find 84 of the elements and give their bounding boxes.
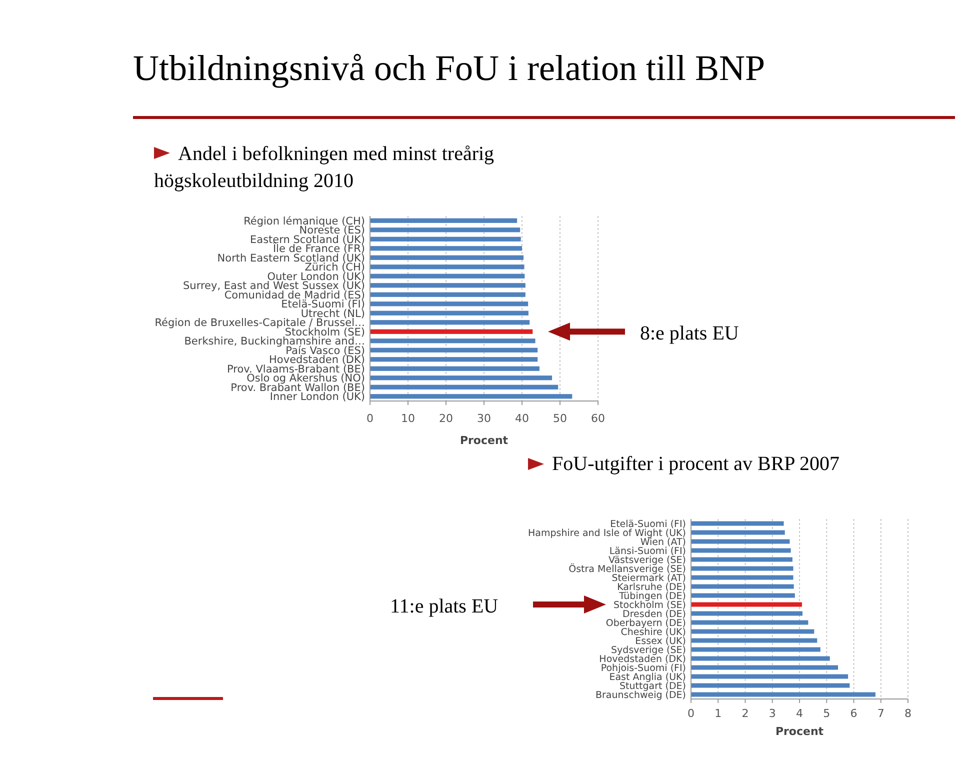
x-tick-label: 7 [877, 707, 884, 720]
bar [691, 557, 792, 562]
bar [370, 218, 518, 223]
y-tick-label: Karlsruhe (DE) [617, 582, 686, 593]
bar [691, 683, 850, 688]
x-tick-label: 6 [850, 707, 858, 720]
bar [691, 548, 791, 553]
bar [370, 366, 540, 371]
bar [370, 394, 572, 399]
bar [370, 255, 524, 260]
bar [370, 310, 528, 316]
bar [691, 620, 808, 625]
bar [370, 348, 538, 352]
y-tick-label: Hampshire and Isle of Wight (UK) [528, 528, 686, 539]
x-tick-label: 3 [768, 707, 776, 720]
bar [370, 274, 525, 278]
y-tick-label: Steiermark (AT) [612, 572, 686, 584]
y-tick-label: Länsi-Suomi (FI) [609, 546, 686, 557]
y-tick-label: Cheshire (UK) [620, 626, 686, 638]
y-tick-label: Stockholm (SE) [614, 600, 686, 611]
bar [370, 264, 524, 270]
chart-title: Utbildningsnivå och FoU i relation till BNP [133, 48, 765, 88]
bar [691, 611, 802, 616]
bar [691, 692, 876, 697]
bar [691, 656, 830, 661]
y-tick-label: Västsverige (SE) [608, 554, 686, 566]
x-tick-label: 10 [401, 412, 415, 425]
bar [691, 530, 785, 535]
bar [370, 329, 533, 334]
x-tick-label: 5 [823, 707, 830, 720]
y-tick-label: Etelä-Suomi (FI) [610, 518, 686, 530]
text: 11:e plats EU [390, 596, 499, 618]
y-tick-label: Braunschweig (DE) [595, 690, 686, 701]
bar [370, 228, 520, 232]
y-tick-label: Oberbayern (DE) [606, 618, 686, 629]
y-tick-label: Dresden (DE) [622, 608, 686, 620]
bar [691, 629, 814, 634]
bar [370, 292, 526, 297]
x-tick-label: 1 [714, 707, 722, 720]
bar [370, 246, 522, 251]
x-axis-title: Procent [460, 434, 508, 447]
y-tick-label: Pohjois-Suomi (FI) [600, 662, 686, 674]
chart-subtitle: Andel i befolkningen med minst treårig högskoleutbildning 2010 [154, 143, 494, 192]
bar [370, 236, 521, 242]
x-tick-label: 20 [439, 412, 453, 425]
bar [691, 665, 838, 670]
y-tick-label: Essex (UK) [635, 636, 686, 647]
y-tick-label: Inner London (UK) [270, 391, 365, 404]
y-tick-label: Stuttgart (DE) [620, 680, 686, 692]
bar [691, 575, 794, 580]
bar [691, 584, 794, 589]
y-tick-label: Sydsverige (SE) [611, 644, 686, 656]
bar [370, 338, 536, 344]
bar [691, 593, 795, 598]
x-tick-label: 30 [477, 412, 491, 425]
bar [691, 566, 794, 571]
y-tick-label: Wien (AT) [640, 536, 686, 548]
x-tick-label: 50 [553, 412, 567, 425]
bar [370, 384, 558, 390]
bar [691, 647, 820, 652]
x-tick-label: 8 [904, 707, 912, 720]
bar [370, 376, 552, 380]
chart-title: FoU-utgifter i procent av BRP 2007 [552, 453, 840, 475]
bar [370, 302, 528, 306]
bar [691, 521, 784, 526]
text: 8:e plats EU [640, 322, 740, 345]
bar [370, 357, 538, 362]
x-tick-label: 2 [742, 707, 749, 720]
x-tick-label: 40 [515, 412, 529, 425]
y-tick-label: East Anglia (UK) [609, 672, 686, 683]
x-tick-label: 0 [688, 707, 694, 720]
y-tick-label: Hovedstaden (DK) [599, 654, 686, 665]
bar [691, 638, 818, 643]
x-tick-label: 4 [796, 707, 803, 720]
bar [691, 602, 802, 607]
y-tick-label: Région lémanique (CH) [244, 215, 365, 228]
x-axis-title: Procent [775, 725, 824, 738]
bar [691, 539, 790, 544]
bar [691, 674, 848, 679]
y-tick-label: Tübingen (DE) [618, 590, 686, 602]
x-tick-label: 60 [591, 412, 605, 425]
bar [370, 283, 526, 288]
x-tick-label: 0 [366, 412, 374, 425]
bar [370, 320, 530, 325]
